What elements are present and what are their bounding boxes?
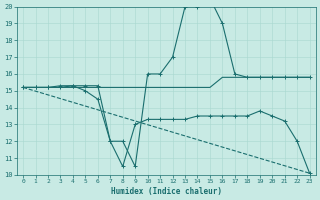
X-axis label: Humidex (Indice chaleur): Humidex (Indice chaleur) — [111, 187, 222, 196]
